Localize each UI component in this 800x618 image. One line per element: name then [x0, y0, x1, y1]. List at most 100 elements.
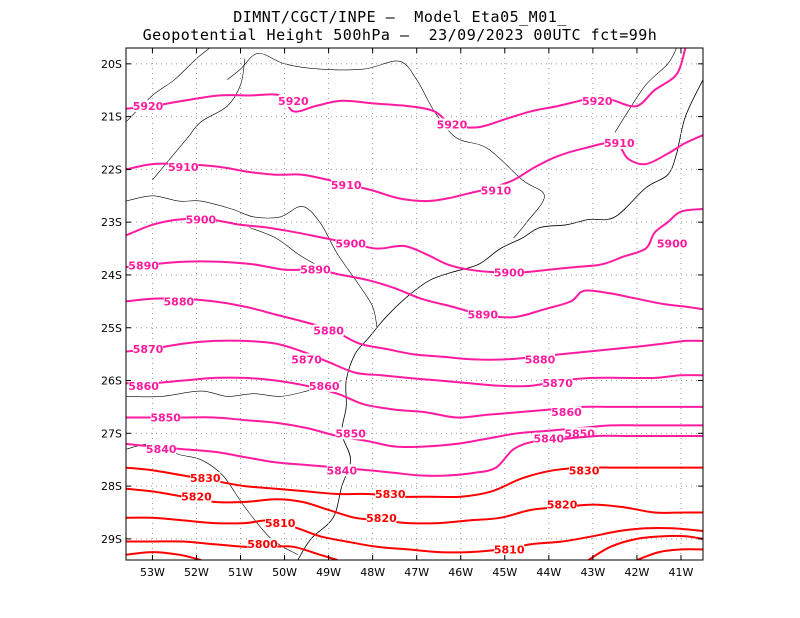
contour-label-bg — [133, 342, 164, 355]
contour-label-bg — [551, 406, 582, 419]
contour-label: 5900 — [494, 266, 525, 279]
contour-label-bg — [300, 263, 331, 276]
contour-label-bg — [494, 266, 525, 279]
x-tick-label: 48W — [360, 566, 385, 579]
contour-label: 5820 — [181, 491, 212, 504]
contour-label-bg — [278, 94, 309, 107]
contour-label-bg — [265, 517, 296, 530]
contour-label-bg — [604, 137, 635, 150]
chart-title-line-2: Geopotential Height 500hPa – 23/09/2023 … — [142, 26, 658, 44]
contour-label-bg — [480, 184, 511, 197]
contour-line-5860 — [126, 376, 703, 419]
contour-line-5850 — [126, 416, 703, 449]
contour-label: 5900 — [657, 237, 688, 250]
y-tick-label: 20S — [101, 58, 122, 71]
contour-label-bg — [190, 472, 221, 485]
contour-label: 5880 — [313, 324, 344, 337]
contour-label: 5910 — [168, 161, 199, 174]
contour-label-bg — [128, 259, 159, 272]
x-tick-label: 42W — [624, 566, 649, 579]
contour-label-bg — [133, 100, 164, 113]
contour-line-5820 — [126, 487, 703, 525]
contour-label: 5870 — [133, 343, 164, 356]
y-tick-label: 25S — [101, 322, 122, 335]
contour-label: 5840 — [327, 464, 358, 477]
contour-label: 5800 — [247, 538, 278, 551]
contour-label: 5850 — [150, 411, 181, 424]
contour-label: 5810 — [265, 517, 296, 530]
contour-label: 5870 — [542, 377, 573, 390]
state-border — [249, 227, 316, 265]
contour-label-bg — [150, 411, 181, 424]
contour-label-bg — [331, 179, 362, 192]
axis-ticks: 53W 52W 51W 50W 49W 48W 47W 46W 45W 44W 43W 42W 41W 2… — [101, 48, 703, 579]
contour-label-bg — [657, 237, 688, 250]
x-tick-label: 47W — [404, 566, 429, 579]
contour-label: 5840 — [534, 433, 565, 446]
contour-label: 5890 — [128, 259, 159, 272]
x-tick-label: 43W — [580, 566, 605, 579]
contour-label: 5880 — [164, 295, 195, 308]
contour-label-bg — [335, 237, 366, 250]
x-tick-label: 41W — [669, 566, 694, 579]
contour-label-bg — [128, 379, 159, 392]
contour-label: 5880 — [525, 353, 556, 366]
contour-label-bg — [181, 490, 212, 503]
contour-label: 5830 — [190, 472, 221, 485]
contour-label: 5830 — [569, 464, 600, 477]
contour-line-5920 — [126, 48, 687, 129]
contour-label: 5920 — [278, 95, 309, 108]
x-tick-label: 49W — [316, 566, 341, 579]
contour-label: 5920 — [437, 119, 468, 132]
contour-layer: 5920 5920 5920 5920 5910 5910 5910 5910 5900 5900… — [126, 48, 703, 560]
x-tick-label: 50W — [272, 566, 297, 579]
state-border — [152, 58, 246, 181]
contour-label: 5910 — [604, 137, 635, 150]
grid-layer — [126, 48, 703, 560]
contour-label: 5860 — [309, 380, 340, 393]
map-frame — [125, 47, 704, 561]
contour-label-bg — [326, 464, 357, 477]
state-border — [126, 195, 378, 328]
contour-label: 5830 — [375, 488, 406, 501]
contour-label-bg — [291, 353, 322, 366]
contour-line-5900 — [126, 208, 703, 274]
y-tick-label: 21S — [101, 111, 122, 124]
contour-line-5890 — [126, 260, 703, 319]
y-tick-label: 28S — [101, 480, 122, 493]
contour-label: 5840 — [146, 443, 177, 456]
contour-label-bg — [309, 379, 340, 392]
contour-label: 5810 — [494, 543, 525, 556]
contour-label-bg — [313, 324, 344, 337]
contour-line-unlabeled — [587, 534, 703, 560]
contour-label-bg — [168, 160, 199, 173]
x-tick-label: 45W — [492, 566, 517, 579]
contour-label: 5890 — [467, 309, 498, 322]
contour-label-bg — [525, 353, 556, 366]
contour-label-bg — [366, 511, 397, 524]
y-tick-label: 23S — [101, 216, 122, 229]
contour-label-bg — [533, 432, 564, 445]
contour-label: 5890 — [300, 264, 331, 277]
contour-label: 5870 — [291, 353, 322, 366]
contour-label: 5820 — [547, 499, 578, 512]
contour-line-5840 — [126, 434, 703, 477]
contour-line-unlabeled — [126, 551, 202, 560]
contour-label-bg — [163, 295, 194, 308]
contour-label: 5920 — [133, 100, 164, 113]
contour-label-bg — [569, 464, 600, 477]
contour-line-5810 — [126, 516, 703, 554]
contour-line-5880 — [126, 297, 703, 361]
x-tick-label: 51W — [228, 566, 253, 579]
contour-label-bg — [582, 94, 613, 107]
y-tick-label: 27S — [101, 427, 122, 440]
contour-label-bg — [542, 377, 573, 390]
contour-label-bg — [375, 488, 406, 501]
contour-line-5870 — [126, 339, 703, 388]
state-border — [227, 52, 545, 239]
contour-label: 5900 — [335, 237, 366, 250]
contour-label-bg — [467, 308, 498, 321]
state-border — [614, 48, 677, 133]
contour-label-bg — [335, 427, 366, 440]
contour-label: 5920 — [582, 95, 613, 108]
